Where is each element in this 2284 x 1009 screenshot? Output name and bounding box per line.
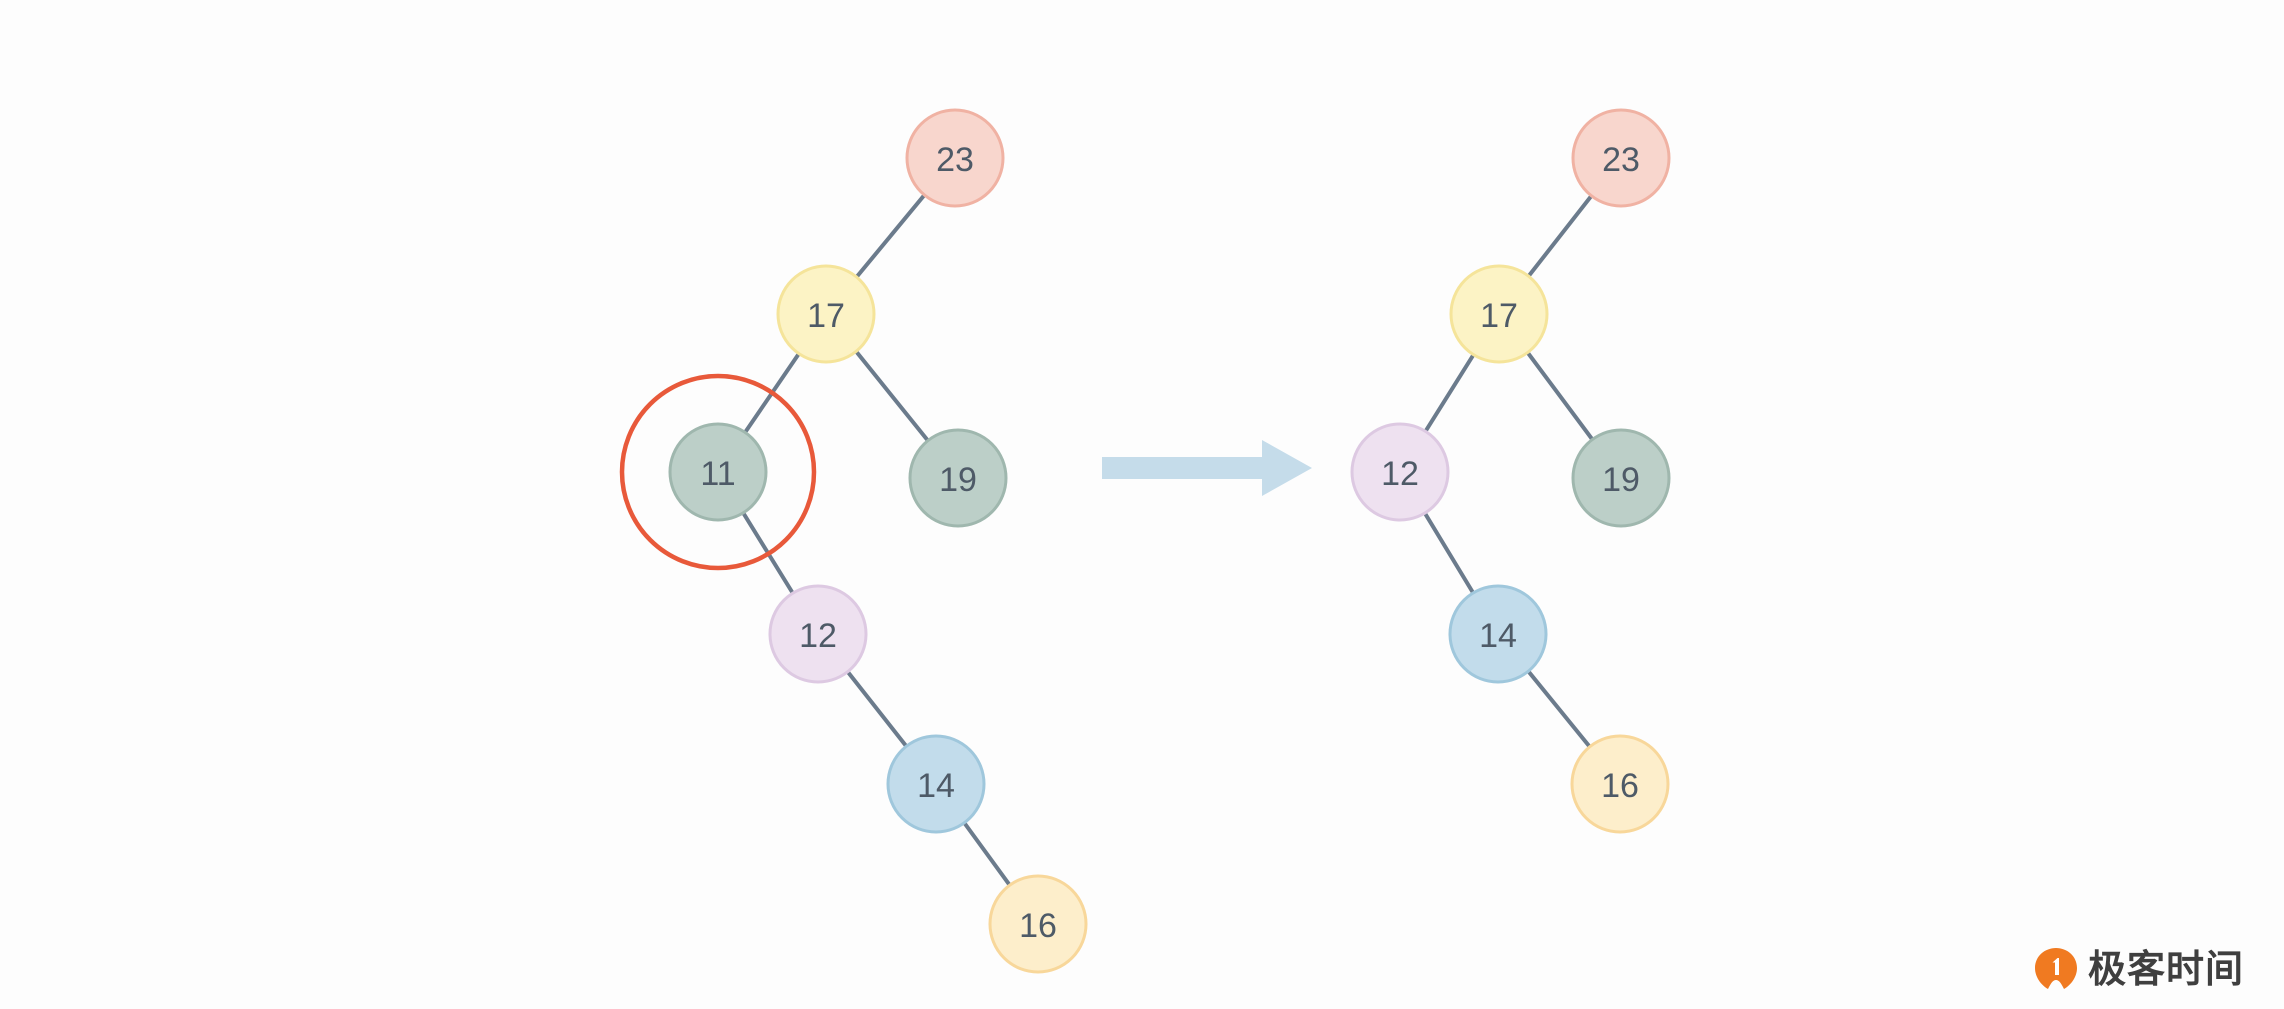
node-circle-14[interactable] [886,734,986,834]
highlight-ring-icon [619,373,817,571]
node-circle-17[interactable] [776,264,876,364]
node-circle-16[interactable] [988,874,1088,974]
before-node-23[interactable]: 23 [905,108,1005,208]
before-tree: 23 17 11 19 12 14 [619,108,1088,974]
watermark: 极客时间 [2034,947,2244,991]
node-circle-r12[interactable] [1350,422,1450,522]
before-node-19[interactable]: 19 [908,428,1008,528]
before-node-14[interactable]: 14 [886,734,986,834]
node-circle-12[interactable] [768,584,868,684]
after-tree: 23 17 12 19 14 16 [1350,108,1671,834]
transition-arrow [1102,440,1312,496]
after-node-14[interactable]: 14 [1448,584,1548,684]
node-circle-r16[interactable] [1570,734,1670,834]
before-node-11[interactable]: 11 [668,422,768,522]
node-circle-19[interactable] [908,428,1008,528]
watermark-text: 极客时间 [2087,947,2244,991]
before-node-12[interactable]: 12 [768,584,868,684]
after-node-19[interactable]: 19 [1571,428,1671,528]
node-circle-11[interactable] [668,422,768,522]
before-tree-edges [716,156,1040,926]
node-circle-r14[interactable] [1448,584,1548,684]
after-node-12[interactable]: 12 [1350,422,1450,522]
node-circle-r19[interactable] [1571,428,1671,528]
after-node-23[interactable]: 23 [1571,108,1671,208]
before-node-17[interactable]: 17 [776,264,876,364]
node-circle-r23[interactable] [1571,108,1671,208]
after-node-17[interactable]: 17 [1449,264,1549,364]
before-node-16[interactable]: 16 [988,874,1088,974]
arrow-right-icon [1102,440,1312,496]
node-circle-r17[interactable] [1449,264,1549,364]
geektime-logo-icon [2034,947,2078,991]
after-node-16[interactable]: 16 [1570,734,1670,834]
node-circle-23[interactable] [905,108,1005,208]
